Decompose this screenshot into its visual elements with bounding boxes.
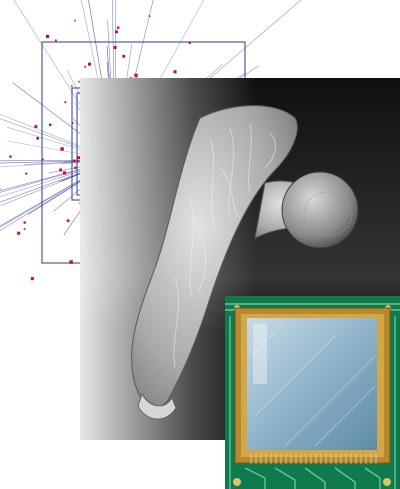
bond-wires (250, 454, 377, 464)
track-line (0, 159, 116, 193)
hit-point (84, 65, 87, 68)
hit-point (59, 168, 63, 172)
hit-point (113, 46, 117, 49)
hit-point (77, 156, 81, 160)
hit-point (62, 171, 67, 175)
hit-point (72, 159, 76, 163)
hit-point (60, 147, 64, 151)
hit-point (69, 260, 73, 264)
hit-point (36, 137, 39, 140)
hit-point (23, 228, 26, 230)
femur-shaft (131, 105, 298, 408)
hit-point (34, 125, 38, 128)
hit-point (188, 41, 191, 44)
hit-point (74, 19, 76, 22)
hit-point (115, 30, 118, 34)
bone-texture (173, 122, 276, 369)
hit-point (30, 277, 34, 281)
hit-point (74, 166, 77, 169)
femur-cut-end (137, 393, 177, 420)
sensor-reflections (250, 321, 376, 447)
hit-point (49, 123, 52, 126)
hit-point (23, 221, 26, 224)
hit-point (71, 85, 73, 87)
hit-point (9, 155, 12, 158)
hit-point (76, 159, 79, 162)
sensor-surface (247, 318, 377, 450)
hit-point (122, 54, 126, 58)
pixel-detector-sensor (225, 296, 400, 489)
hit-point (117, 26, 120, 29)
hit-point (46, 34, 50, 38)
hit-point (42, 158, 44, 161)
femur-head (281, 171, 359, 249)
track-line (0, 159, 116, 203)
hit-point (134, 73, 138, 77)
femur-bone (131, 105, 359, 420)
hit-point (64, 101, 67, 104)
hit-point (72, 122, 74, 124)
hit-point (25, 172, 28, 175)
hit-point (17, 231, 21, 235)
femur-head-texture (303, 191, 353, 237)
hit-point (78, 80, 80, 83)
track-line (0, 159, 116, 192)
hit-point (66, 219, 70, 223)
hit-point (148, 15, 151, 17)
hit-point (88, 62, 91, 66)
sensor-highlight (253, 324, 267, 384)
hit-point (173, 70, 177, 74)
hit-point (54, 39, 57, 42)
